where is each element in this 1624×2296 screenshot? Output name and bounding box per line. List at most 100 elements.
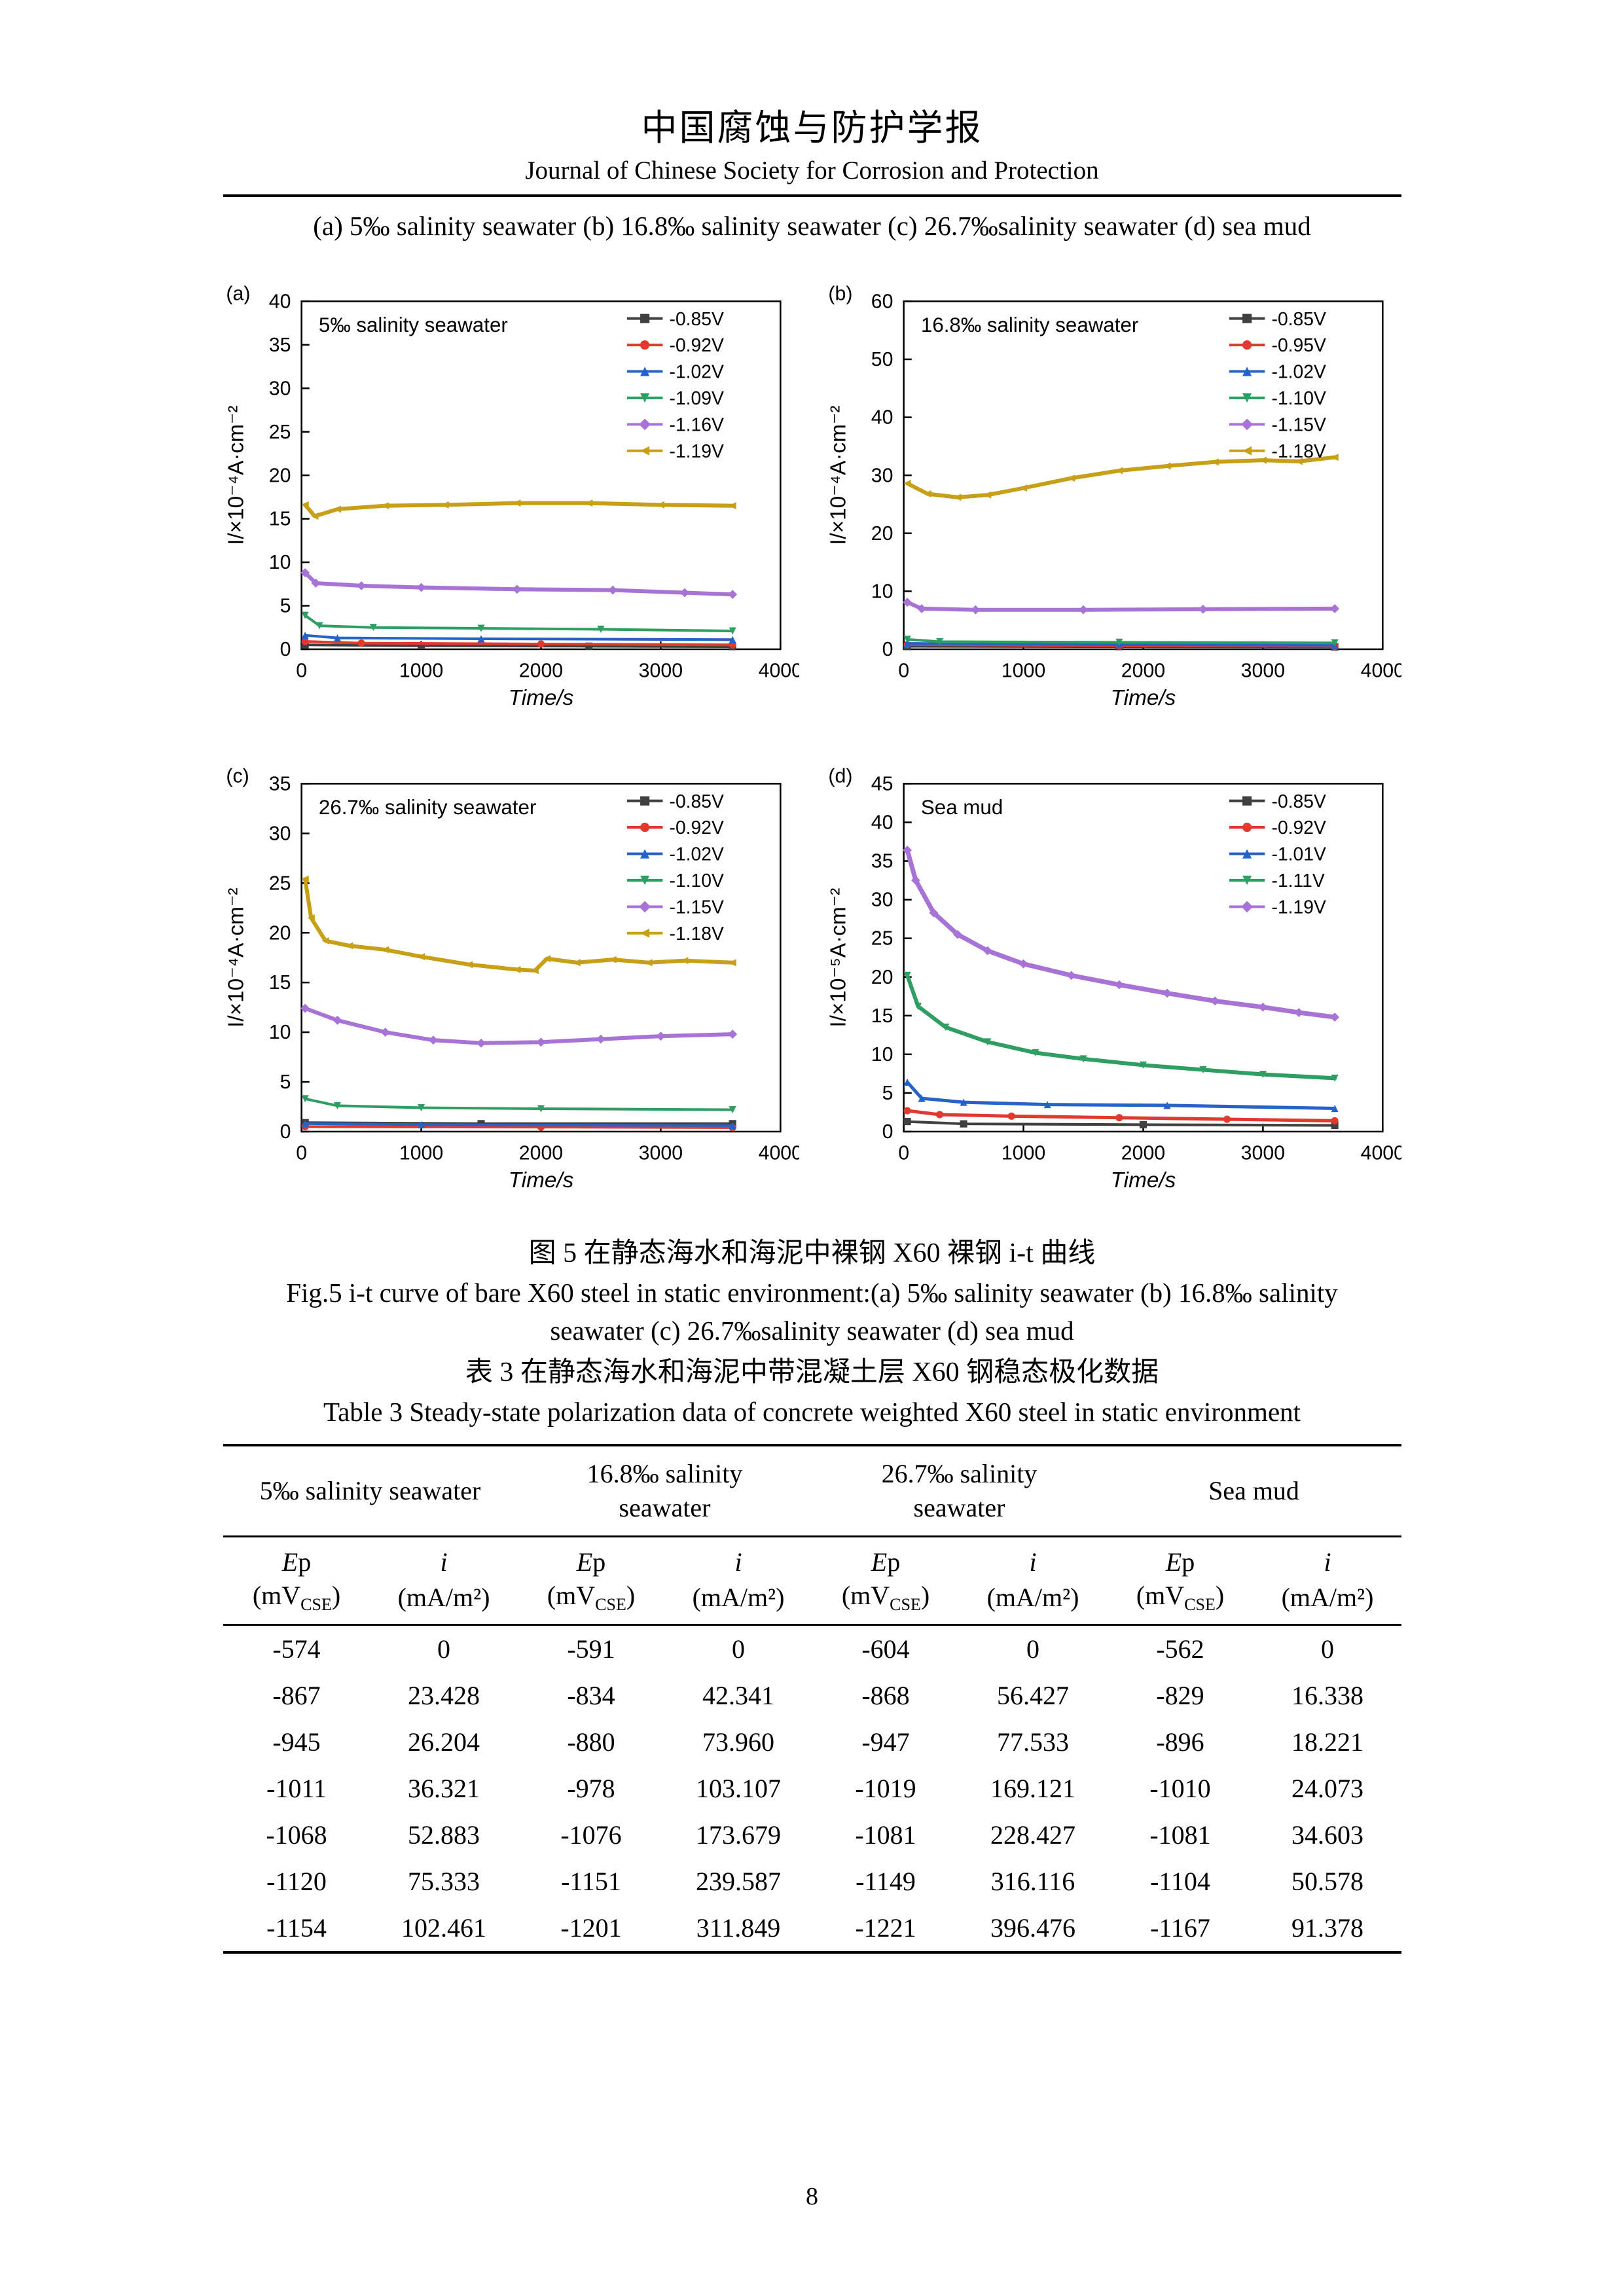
table-cell: 0: [732, 1634, 745, 1664]
svg-text:35: 35: [268, 773, 291, 795]
table-cell: 18.221: [1291, 1727, 1363, 1757]
col-i: i: [440, 1547, 448, 1577]
table-cell: -591: [567, 1634, 615, 1664]
series--1.01V: [903, 1078, 1339, 1113]
col-ep: Ep: [1165, 1547, 1195, 1577]
plot: (b) 0 1000 2000 3000 4000 0 10 20 30 40 50 60 Time/s I…: [826, 283, 1401, 709]
table-cell: -1081: [855, 1820, 916, 1850]
svg-text:1000: 1000: [399, 1142, 442, 1164]
panel-label: (a): [226, 283, 250, 304]
table-row: -945 26.204 -880 73.960 -947 77.533 -896 18.221: [223, 1719, 1401, 1765]
svg-text:1000: 1000: [1001, 1142, 1045, 1164]
table-cell: 239.587: [696, 1866, 781, 1896]
svg-text:0: 0: [280, 1121, 291, 1143]
table-cell: -867: [272, 1680, 321, 1710]
svg-text:-1.18V: -1.18V: [1271, 440, 1326, 461]
table-row: -1120 75.333 -1151 239.587 -1149 316.116 -1104…: [223, 1858, 1401, 1905]
svg-text:-1.10V: -1.10V: [669, 870, 723, 891]
svg-text:-1.02V: -1.02V: [669, 361, 723, 382]
svg-text:1000: 1000: [399, 660, 442, 681]
svg-text:-0.92V: -0.92V: [1271, 817, 1326, 838]
table-row: -1154 102.461 -1201 311.849 -1221 396.476 -116…: [223, 1905, 1401, 1952]
series--1.10V: [903, 636, 1339, 647]
group-header-26-7-salinity: 26.7‰ salinity seawater: [812, 1444, 1107, 1537]
table-cell: -1154: [266, 1912, 327, 1943]
table-cell: 50.578: [1291, 1866, 1363, 1896]
page-content: 中国腐蚀与防护学报 Journal of Chinese Society for…: [223, 0, 1401, 1954]
svg-text:20: 20: [871, 967, 893, 988]
svg-text:40: 40: [871, 407, 893, 429]
svg-text:-1.16V: -1.16V: [669, 414, 723, 435]
col-ep: Ep: [281, 1547, 312, 1577]
table-cell: 316.116: [990, 1866, 1075, 1896]
svg-text:0: 0: [898, 660, 909, 681]
svg-text:-1.02V: -1.02V: [1271, 361, 1326, 382]
unit-ma-m2: (mA/m²): [1254, 1578, 1401, 1626]
table-cell: 42.341: [702, 1680, 774, 1710]
axes: 0 1000 2000 3000 4000 0 5 10 15 20 25 30 35 40 45: [871, 773, 1401, 1164]
table-cell: -834: [567, 1680, 615, 1710]
table-cell: 0: [1321, 1634, 1334, 1664]
chart-title: 16.8‰ salinity seawater: [920, 314, 1138, 336]
svg-text:-0.85V: -0.85V: [1271, 791, 1326, 812]
series--1.19V: [301, 499, 736, 520]
svg-text:5: 5: [882, 1083, 893, 1104]
y-axis-label: I/×10⁻⁴A·cm⁻²: [224, 888, 248, 1027]
svg-text:15: 15: [268, 972, 291, 994]
svg-text:50: 50: [871, 349, 893, 370]
unit-mv-cse: (mVCSE): [223, 1578, 370, 1626]
table-cell: -1221: [855, 1912, 916, 1943]
svg-text:3000: 3000: [638, 1142, 682, 1164]
svg-text:0: 0: [280, 639, 291, 660]
group-header-5-salinity: 5‰ salinity seawater: [223, 1444, 518, 1537]
svg-text:0: 0: [882, 639, 893, 660]
table-cell: -604: [861, 1634, 910, 1664]
plot: (d) 0 1000 2000 3000 4000 0 5 10 15 20 25 30 35 40 45 Ti…: [826, 765, 1401, 1192]
table-cell: 34.603: [1291, 1820, 1363, 1850]
svg-text:-1.15V: -1.15V: [1271, 414, 1326, 435]
table-cell: -1010: [1149, 1773, 1211, 1803]
table-cell: 77.533: [997, 1727, 1069, 1757]
table-cell: 102.461: [401, 1912, 486, 1943]
svg-text:4000: 4000: [1360, 660, 1401, 681]
legend: -0.85V -0.92V -1.02V -1.10V -1.15V -1.18V: [626, 791, 723, 944]
y-axis-label: I/×10⁻⁴A·cm⁻²: [224, 405, 248, 545]
svg-text:-1.19V: -1.19V: [1271, 896, 1326, 917]
svg-text:10: 10: [268, 552, 291, 573]
svg-text:4000: 4000: [758, 660, 799, 681]
svg-text:10: 10: [268, 1022, 291, 1043]
svg-text:2000: 2000: [1121, 660, 1164, 681]
svg-text:-1.10V: -1.10V: [1271, 387, 1326, 408]
table-cell: -562: [1156, 1634, 1204, 1664]
svg-text:25: 25: [268, 422, 291, 443]
svg-text:-1.09V: -1.09V: [669, 387, 723, 408]
unit-ma-m2: (mA/m²): [370, 1578, 518, 1626]
svg-text:20: 20: [871, 523, 893, 545]
svg-text:30: 30: [268, 823, 291, 844]
svg-text:-0.85V: -0.85V: [1271, 308, 1326, 329]
table-cell: 23.428: [408, 1680, 480, 1710]
table-caption-en: Table 3 Steady-state polarization data o…: [323, 1396, 1301, 1427]
figure-caption-cn: 图 5 在静态海水和海泥中裸钢 X60 裸钢 i-t 曲线: [528, 1238, 1096, 1268]
header-rule: [223, 194, 1401, 197]
series--1.15V: [300, 1003, 737, 1048]
series--0.92V: [903, 1107, 1339, 1124]
chart-d-sea-mud: (d) 0 1000 2000 3000 4000 0 5 10 15 20 25 30 35 40 45 Ti…: [826, 765, 1401, 1192]
table-cell: 36.321: [408, 1773, 480, 1803]
series--1.02V: [301, 632, 736, 643]
x-axis-label: Time/s: [1110, 1168, 1176, 1193]
svg-text:-0.92V: -0.92V: [669, 334, 723, 355]
table-row: -867 23.428 -834 42.341 -868 56.427 -829 16.338: [223, 1672, 1401, 1719]
svg-text:-1.15V: -1.15V: [669, 896, 723, 917]
series--1.11V: [903, 971, 1339, 1083]
series--1.18V: [903, 454, 1339, 501]
table-cell: -574: [272, 1634, 321, 1664]
figure-caption-en-line2: seawater (c) 26.7‰salinity seawater (d) …: [550, 1315, 1074, 1346]
table-cell: -1019: [855, 1773, 916, 1803]
table-cell: 0: [1026, 1634, 1039, 1664]
table-cell: 91.378: [1291, 1912, 1363, 1943]
svg-text:2000: 2000: [518, 1142, 562, 1164]
table-cell: -1167: [1150, 1912, 1210, 1943]
table-cell: -868: [861, 1680, 910, 1710]
svg-text:15: 15: [871, 1005, 893, 1027]
